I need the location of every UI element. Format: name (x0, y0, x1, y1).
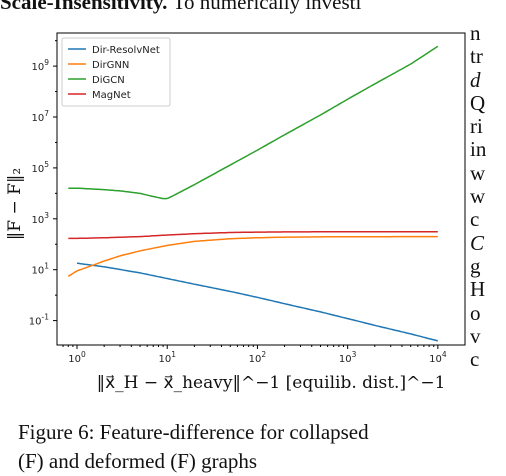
right-fragment: o (470, 300, 481, 325)
y-tick-label: 107 (31, 109, 49, 124)
figure-caption: Figure 6: Feature-difference for collaps… (18, 418, 369, 476)
y-tick-label: 10-1 (29, 313, 49, 328)
right-fragment: w (470, 184, 486, 209)
heading-rest: To numerically investi (172, 0, 362, 14)
y-tick-label: 101 (31, 262, 49, 277)
legend-box (61, 37, 171, 107)
heading-bold: Scale-Insensitivity. (0, 0, 168, 14)
legend-label: MagNet (92, 90, 131, 101)
series-line-dirgnn (67, 235, 438, 277)
legend: Dir-ResolvNet DirGNN DiGCN MagNet (61, 37, 171, 107)
section-heading: Scale-Insensitivity. To numerically inve… (0, 0, 361, 15)
right-fragment: C (470, 230, 485, 255)
right-fragment: ri (470, 114, 483, 139)
caption-line-1: Figure 6: Feature-difference for collaps… (18, 420, 369, 444)
series-line-dir-resolvnet (76, 262, 439, 342)
x-tick-label: 103 (339, 350, 357, 365)
right-fragment: in (470, 137, 487, 162)
right-fragment: c (470, 207, 480, 232)
right-fragment: d (470, 67, 481, 92)
x-tick-label: 104 (429, 350, 447, 365)
x-axis-label: ‖x⃗_H − x⃗_heavy‖^−1 [equilib. dist.]^−1 (97, 373, 446, 393)
plot-frame (56, 32, 466, 346)
right-fragment: Q (470, 90, 486, 115)
x-tick-label: 100 (68, 350, 86, 365)
series-line-digcn (68, 45, 439, 200)
right-fragment: v (470, 323, 481, 348)
x-tick-label: 101 (158, 350, 176, 365)
right-column-text: n tr d Q ri in w w c C g H o v c (470, 21, 506, 372)
y-axis-label: ‖F − F‖₂ (5, 168, 25, 240)
right-fragment: tr (470, 44, 483, 69)
legend-label: DiGCN (92, 75, 125, 86)
right-fragment: n (470, 21, 481, 45)
y-tick-label: 109 (31, 58, 49, 73)
y-tick-label: 105 (31, 160, 49, 175)
x-tick-label: 102 (249, 350, 267, 365)
series-line-magnet (68, 231, 438, 240)
feature-difference-chart: 100 101 102 103 104 10-1 101 103 105 107 109 Dir-Re… (5, 32, 466, 393)
legend-label: DirGNN (92, 60, 129, 71)
legend-label: Dir-ResolvNet (92, 45, 160, 56)
right-fragment: c (470, 347, 480, 372)
caption-line-2: (F) and deformed (F) graphs (18, 449, 258, 473)
right-fragment: g (470, 253, 481, 278)
y-tick-label: 103 (31, 211, 49, 226)
right-fragment: w (470, 160, 486, 185)
right-fragment: H (470, 277, 486, 302)
